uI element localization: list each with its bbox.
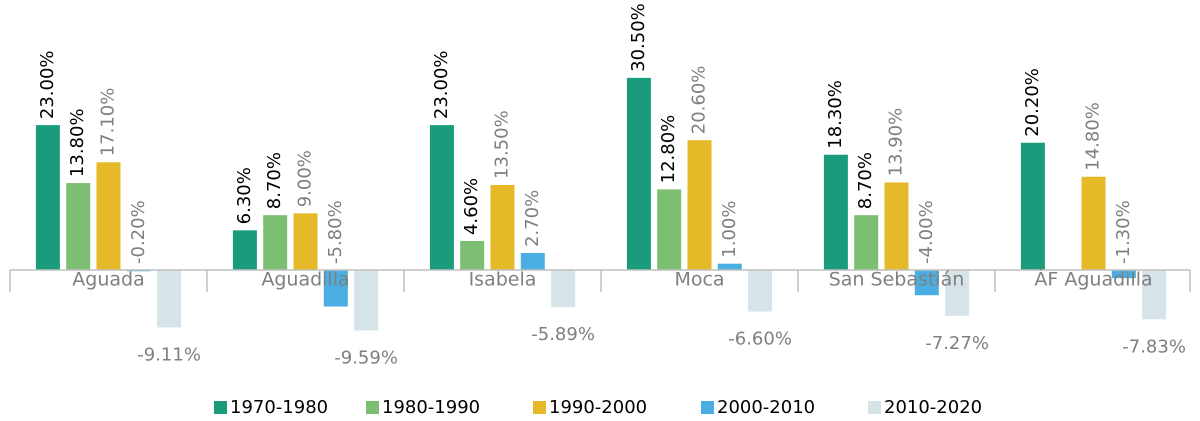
bar xyxy=(748,270,773,312)
x-tick-label: ÁF Aguadilla xyxy=(1034,268,1152,291)
bar xyxy=(1142,270,1167,320)
data-label: -5.89% xyxy=(531,324,595,345)
data-label: 4.60% xyxy=(461,178,482,235)
bar xyxy=(1111,270,1136,279)
bar xyxy=(551,270,576,308)
legend-swatch xyxy=(214,401,227,414)
bar xyxy=(460,241,485,270)
data-label: -5.80% xyxy=(325,200,346,264)
bar xyxy=(232,230,257,270)
legend-label: 1990-2000 xyxy=(549,397,647,418)
legend-label: 2010-2020 xyxy=(884,397,982,418)
x-tick-label: Aguada xyxy=(72,269,144,291)
legend-label: 1980-1990 xyxy=(382,397,480,418)
data-label: 20.60% xyxy=(689,66,710,135)
bar xyxy=(823,154,848,270)
data-label: -7.27% xyxy=(925,333,989,354)
data-label: 14.80% xyxy=(1083,102,1104,171)
bar xyxy=(66,183,91,270)
data-label: 30.50% xyxy=(628,3,649,72)
bar xyxy=(626,77,651,270)
bar xyxy=(263,215,288,270)
x-tick-label: Moca xyxy=(674,269,724,291)
data-label: 20.20% xyxy=(1022,68,1043,137)
legend-swatch xyxy=(533,401,546,414)
bar xyxy=(884,182,909,270)
data-label: 12.80% xyxy=(658,115,679,184)
bar xyxy=(96,162,121,270)
bar xyxy=(354,270,379,331)
bar xyxy=(323,270,348,307)
x-tick-label: Isabela xyxy=(469,269,537,291)
plot-area xyxy=(35,77,1167,331)
data-label: 23.00% xyxy=(37,50,58,119)
bar xyxy=(1020,142,1045,270)
legend-label: 2000-2010 xyxy=(717,397,815,418)
data-label: 2.70% xyxy=(522,190,543,247)
legend-swatch xyxy=(868,401,881,414)
data-label: -9.59% xyxy=(334,347,398,368)
x-tick-label: Aguadilla xyxy=(261,269,349,291)
data-label: 1.00% xyxy=(719,201,740,258)
bar xyxy=(429,125,454,270)
data-label: -1.30% xyxy=(1113,200,1134,264)
bar xyxy=(717,263,742,270)
legend-swatch xyxy=(366,401,379,414)
bar xyxy=(945,270,970,316)
bar xyxy=(914,270,939,296)
bar xyxy=(293,213,318,270)
bar xyxy=(657,189,682,270)
legend-swatch xyxy=(701,401,714,414)
data-label: 18.30% xyxy=(825,80,846,149)
data-label: 8.70% xyxy=(264,152,285,209)
data-label: 17.10% xyxy=(98,88,119,157)
data-label: 13.90% xyxy=(886,108,907,177)
data-label: -6.60% xyxy=(728,329,792,350)
data-label: 13.50% xyxy=(492,110,513,179)
data-label: 6.30% xyxy=(234,167,255,224)
bar xyxy=(687,140,712,270)
legend-label: 1970-1980 xyxy=(230,397,328,418)
data-label: 8.70% xyxy=(855,152,876,209)
x-tick-label: San Sebastián xyxy=(829,269,965,291)
data-label: -9.11% xyxy=(137,344,201,365)
bar xyxy=(520,252,545,270)
data-label: -0.20% xyxy=(128,200,149,264)
data-label: 9.00% xyxy=(295,150,316,207)
bar xyxy=(854,215,879,270)
bar xyxy=(1081,176,1106,270)
bar xyxy=(490,184,515,270)
category-separators xyxy=(9,270,1191,292)
data-label: -7.83% xyxy=(1122,336,1186,357)
data-label: 23.00% xyxy=(431,50,452,119)
data-label: 13.80% xyxy=(67,108,88,177)
bar xyxy=(35,125,60,270)
bar xyxy=(157,270,182,328)
data-label: -4.00% xyxy=(916,200,937,264)
